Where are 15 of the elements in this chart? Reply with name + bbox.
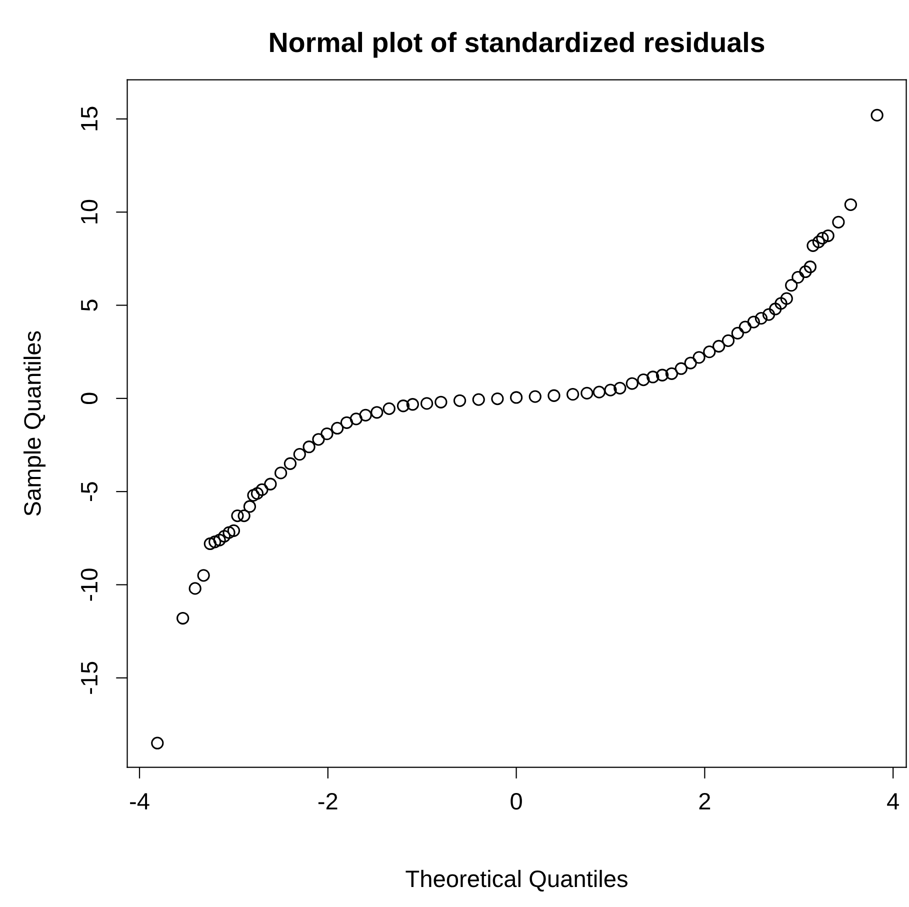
x-tick-label: 0 (510, 792, 522, 810)
x-axis-title: Theoretical Quantiles (406, 870, 628, 892)
y-tick-label: -15 (81, 662, 98, 694)
y-tick-label: 0 (80, 392, 98, 404)
y-tick-label: 5 (81, 300, 98, 311)
y-tick-label: -5 (81, 482, 98, 502)
x-tick-label: -2 (318, 792, 338, 810)
y-tick-label: -10 (80, 568, 98, 601)
y-axis-title: Sample Quantiles (24, 331, 46, 516)
x-tick-label: -4 (130, 793, 150, 810)
y-tick-label: 15 (81, 106, 98, 130)
y-tick-label: 10 (80, 200, 98, 224)
x-tick-label: 2 (699, 792, 710, 810)
chart-title: Normal plot of standardized residuals (270, 32, 764, 58)
x-tick-label: 4 (887, 793, 899, 810)
